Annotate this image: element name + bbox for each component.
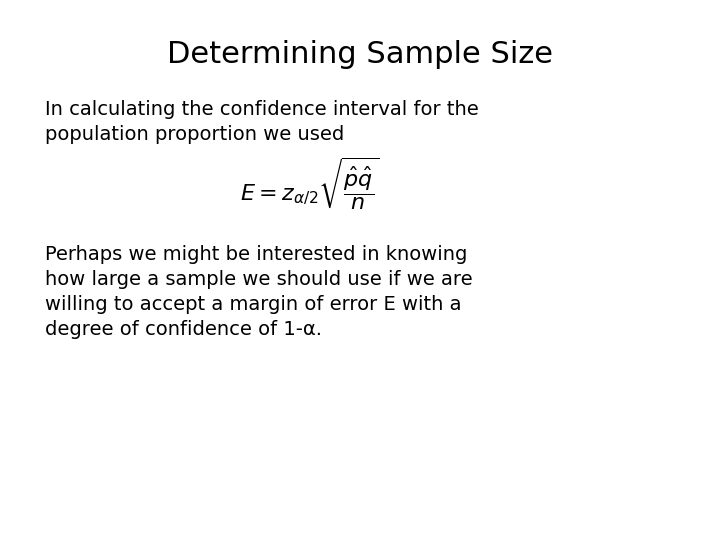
- Text: degree of confidence of 1-α.: degree of confidence of 1-α.: [45, 320, 322, 339]
- Text: Perhaps we might be interested in knowing: Perhaps we might be interested in knowin…: [45, 245, 467, 264]
- Text: how large a sample we should use if we are: how large a sample we should use if we a…: [45, 270, 472, 289]
- Text: In calculating the confidence interval for the: In calculating the confidence interval f…: [45, 100, 479, 119]
- Text: $E = z_{\alpha/2}\sqrt{\dfrac{\hat{p}\hat{q}}{n}}$: $E = z_{\alpha/2}\sqrt{\dfrac{\hat{p}\ha…: [240, 155, 380, 211]
- Text: Determining Sample Size: Determining Sample Size: [167, 40, 553, 69]
- Text: population proportion we used: population proportion we used: [45, 125, 344, 144]
- Text: willing to accept a margin of error E with a: willing to accept a margin of error E wi…: [45, 295, 462, 314]
